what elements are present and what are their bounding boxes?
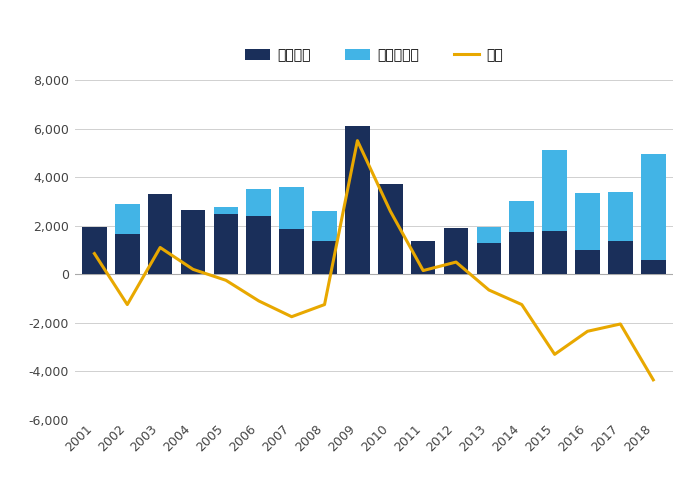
Bar [181, 215, 205, 274]
差額 [452, 259, 460, 265]
Bar [82, 227, 107, 274]
差額 [616, 321, 625, 327]
Line: 差額: 差額 [94, 141, 654, 380]
Bar [509, 232, 534, 274]
Bar [378, 248, 402, 274]
Bar [246, 189, 271, 274]
Bar [345, 126, 369, 274]
Bar [444, 240, 469, 274]
Bar [509, 201, 534, 274]
Bar [641, 260, 665, 274]
Bar [542, 230, 567, 274]
Bar [148, 221, 173, 274]
Bar [477, 227, 502, 274]
差額 [485, 287, 493, 293]
Legend: 新規増賃, 自社株買い, 差額: 新規増賃, 自社株買い, 差額 [239, 43, 508, 68]
Bar [641, 154, 665, 274]
差額 [517, 302, 526, 308]
差額 [419, 268, 427, 274]
Bar [411, 245, 436, 274]
Bar [213, 207, 238, 274]
Bar [213, 214, 238, 274]
差額 [90, 251, 98, 256]
差額 [649, 377, 658, 383]
Bar [115, 234, 140, 274]
差額 [353, 138, 361, 144]
差額 [583, 329, 592, 334]
Bar [148, 194, 173, 274]
Bar [312, 241, 337, 274]
Bar [608, 192, 633, 274]
Bar [181, 210, 205, 274]
Bar [575, 250, 600, 274]
Bar [608, 241, 633, 274]
差額 [255, 298, 263, 304]
Bar [246, 216, 271, 274]
Bar [444, 228, 469, 274]
Bar [115, 204, 140, 274]
差額 [288, 314, 296, 319]
Bar [411, 241, 436, 274]
Bar [279, 229, 304, 274]
Bar [378, 184, 402, 274]
Bar [312, 211, 337, 274]
Bar [82, 248, 107, 274]
差額 [222, 277, 230, 283]
Bar [477, 243, 502, 274]
差額 [386, 208, 394, 214]
Bar [542, 150, 567, 274]
差額 [123, 302, 131, 308]
Bar [575, 193, 600, 274]
差額 [156, 245, 164, 251]
差額 [189, 266, 197, 272]
差額 [321, 302, 329, 308]
Bar [345, 260, 369, 274]
差額 [550, 352, 559, 357]
Bar [279, 187, 304, 274]
